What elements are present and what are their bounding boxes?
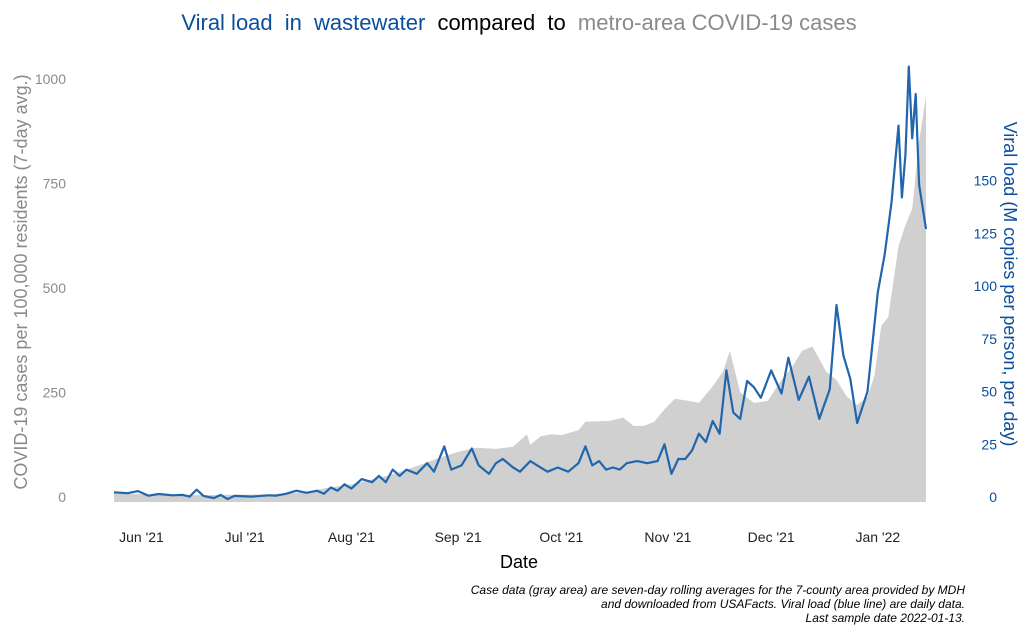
x-axis-ticks: Jun '21 Jul '21 Aug '21 Sep '21 Oct '21 Nov '… [119,529,900,545]
cases-area [114,95,926,502]
right-y-tick-label: 25 [981,436,997,452]
right-y-tick-label: 50 [981,384,997,400]
viral-load-line [113,65,928,501]
right-y-axis-ticks: 0 25 50 75 100 125 150 [974,173,998,506]
title-part-compared: compared [437,10,535,35]
right-y-tick-label: 100 [974,278,998,294]
x-axis-title: Date [500,552,538,572]
title-part-viral-load: Viral load [181,10,272,35]
title-part-in: in [285,10,302,35]
right-y-tick-label: 150 [974,173,998,189]
left-y-tick-label: 500 [43,280,67,296]
right-y-axis-title: Viral load (M copies per person, per day… [1000,122,1020,447]
left-y-tick-label: 750 [43,176,67,192]
viral-load-line-layer [113,65,928,501]
cases-area-layer [114,95,926,502]
x-tick-label: Oct '21 [539,529,583,545]
left-y-axis-ticks: 0 250 500 750 1000 [35,71,66,505]
left-y-axis-title: COVID-19 cases per 100,000 residents (7-… [11,74,31,489]
x-tick-label: Dec '21 [748,529,795,545]
x-tick-label: Sep '21 [435,529,482,545]
left-y-tick-label: 0 [58,489,66,505]
caption-line-3: Last sample date 2022-01-13. [805,611,965,625]
title-part-cases: metro-area COVID-19 cases [578,10,857,35]
right-y-tick-label: 75 [981,331,997,347]
caption-line-2: and downloaded from USAFacts. Viral load… [601,597,965,611]
chart-caption: Case data (gray area) are seven-day roll… [471,583,965,625]
left-y-tick-label: 1000 [35,71,66,87]
x-tick-label: Aug '21 [328,529,375,545]
title-part-wastewater: wastewater [313,10,425,35]
left-y-tick-label: 250 [43,385,67,401]
x-tick-label: Jun '21 [119,529,164,545]
x-tick-label: Jul '21 [225,529,265,545]
title-part-to: to [547,10,565,35]
x-tick-label: Jan '22 [855,529,900,545]
caption-line-1: Case data (gray area) are seven-day roll… [470,583,965,597]
right-y-tick-label: 0 [989,489,997,505]
right-y-tick-label: 125 [974,225,998,241]
chart-title: Viral load in wastewater compared to met… [181,10,856,35]
x-tick-label: Nov '21 [644,529,691,545]
